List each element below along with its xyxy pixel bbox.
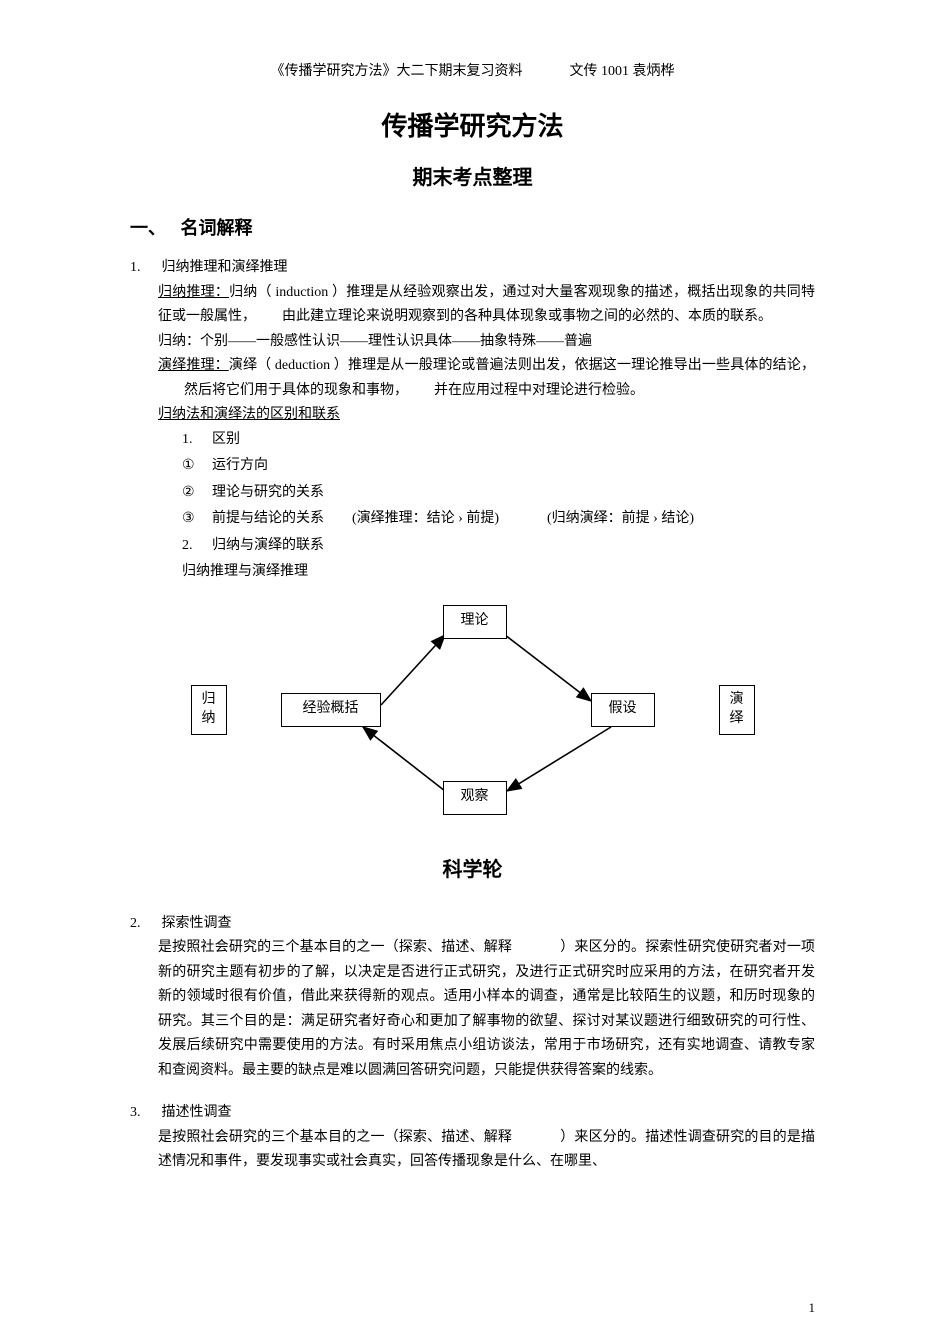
deductive-def-c: 并在应用过程中对理论进行检验。	[434, 383, 644, 398]
diagram-node-observe: 观察	[443, 781, 507, 815]
section-1-label: 名词解释	[181, 218, 253, 238]
item-1-sublist: 1.区别 ①运行方向 ②理论与研究的关系 ③前提与结论的关系 (演绎推理：结论 ›…	[130, 428, 815, 585]
sub-4-marker: ③	[182, 507, 212, 532]
deductive-term: 演绎推理：	[158, 358, 229, 373]
sub-2-text: 运行方向	[212, 458, 268, 473]
diagram-node-deduct: 演 绎	[719, 685, 755, 735]
item-2-num: 2.	[130, 912, 158, 937]
item-2-body-b: ）来区分的。	[560, 940, 645, 955]
item-2-title: 探索性调查	[162, 916, 232, 931]
sub-1-text: 区别	[212, 432, 240, 447]
sub-4-extra2: (归纳演绎：前提 › 结论)	[547, 511, 694, 526]
item-1-num: 1.	[130, 256, 158, 281]
diagram-node-hypo: 假设	[591, 693, 655, 727]
sub-4-extra1: (演绎推理：结论 › 前提)	[352, 511, 499, 526]
term-item-3: 3. 描述性调查 是按照社会研究的三个基本目的之一（探索、描述、解释 ）来区分的。…	[130, 1101, 815, 1175]
item-2-body-a: 是按照社会研究的三个基本目的之一（探索、描述、解释	[158, 940, 512, 955]
sub-5-marker: 2.	[182, 534, 212, 559]
item-1-title: 归纳推理和演绎推理	[162, 260, 288, 275]
section-1-heading: 一、 名词解释	[130, 214, 815, 240]
page-number: 1	[809, 1300, 816, 1316]
item-3-body-a: 是按照社会研究的三个基本目的之一（探索、描述、解释	[158, 1130, 512, 1145]
science-wheel-diagram: 理论经验概括 假设观察 归 纳 演 绎	[153, 605, 793, 835]
sub-4-text: 前提与结论的关系	[212, 511, 324, 526]
diagram-node-induct: 归 纳	[191, 685, 227, 735]
sub-6-text: 归纳推理与演绎推理	[182, 564, 308, 579]
item-3-body-b: ）来区分的。	[560, 1130, 645, 1145]
deductive-def-a: 演绎（ deduction ）推理是从一般理论或普遍法则出发，依据这一理论推导出…	[229, 358, 815, 373]
diff-link-heading: 归纳法和演绎法的区别和联系	[158, 403, 815, 428]
page-header: 《传播学研究方法》大二下期末复习资料 文传 1001 袁炳桦	[130, 60, 815, 80]
sub-5-text: 归纳与演绎的联系	[212, 538, 324, 553]
diagram-node-summary: 经验概括	[281, 693, 381, 727]
doc-title: 传播学研究方法	[130, 106, 815, 143]
item-3-num: 3.	[130, 1101, 158, 1126]
inductive-def-b: 由此建立理论来说明观察到的各种具体现象或事物之间的必然的、本质的联系。	[282, 309, 772, 324]
item-2-body-c: 探索性研究使研究者对一项新的研究主题有初步的了解，以决定是否进行正式研究，及进行…	[158, 940, 815, 1078]
diagram-caption: 科学轮	[130, 853, 815, 882]
doc-subtitle: 期末考点整理	[130, 161, 815, 190]
sub-3-marker: ②	[182, 481, 212, 506]
header-right: 文传 1001 袁炳桦	[570, 64, 675, 79]
sub-3-text: 理论与研究的关系	[212, 485, 324, 500]
item-2-body: 是按照社会研究的三个基本目的之一（探索、描述、解释 ）来区分的。探索性研究使研究者…	[130, 936, 815, 1083]
diagram-node-theory: 理论	[443, 605, 507, 639]
inductive-chain: 归纳：个别——一般感性认识——理性认识具体——抽象特殊——普遍	[158, 330, 815, 355]
term-item-1: 1. 归纳推理和演绎推理 归纳推理：归纳（ induction ）推理是从经验观…	[130, 256, 815, 585]
item-3-body: 是按照社会研究的三个基本目的之一（探索、描述、解释）来区分的。描述性调查研究的目…	[130, 1126, 815, 1175]
sub-1-marker: 1.	[182, 428, 212, 453]
header-left: 《传播学研究方法》大二下期末复习资料	[271, 64, 523, 79]
term-item-2: 2. 探索性调查 是按照社会研究的三个基本目的之一（探索、描述、解释 ）来区分的。…	[130, 912, 815, 1084]
item-1-body: 归纳推理：归纳（ induction ）推理是从经验观察出发，通过对大量客观现象…	[130, 281, 815, 428]
deductive-def-b: 然后将它们用于具体的现象和事物，	[184, 383, 408, 398]
item-3-title: 描述性调查	[162, 1105, 232, 1120]
sub-2-marker: ①	[182, 454, 212, 479]
inductive-term: 归纳推理：	[158, 285, 229, 300]
section-1-num: 一、	[130, 214, 176, 240]
